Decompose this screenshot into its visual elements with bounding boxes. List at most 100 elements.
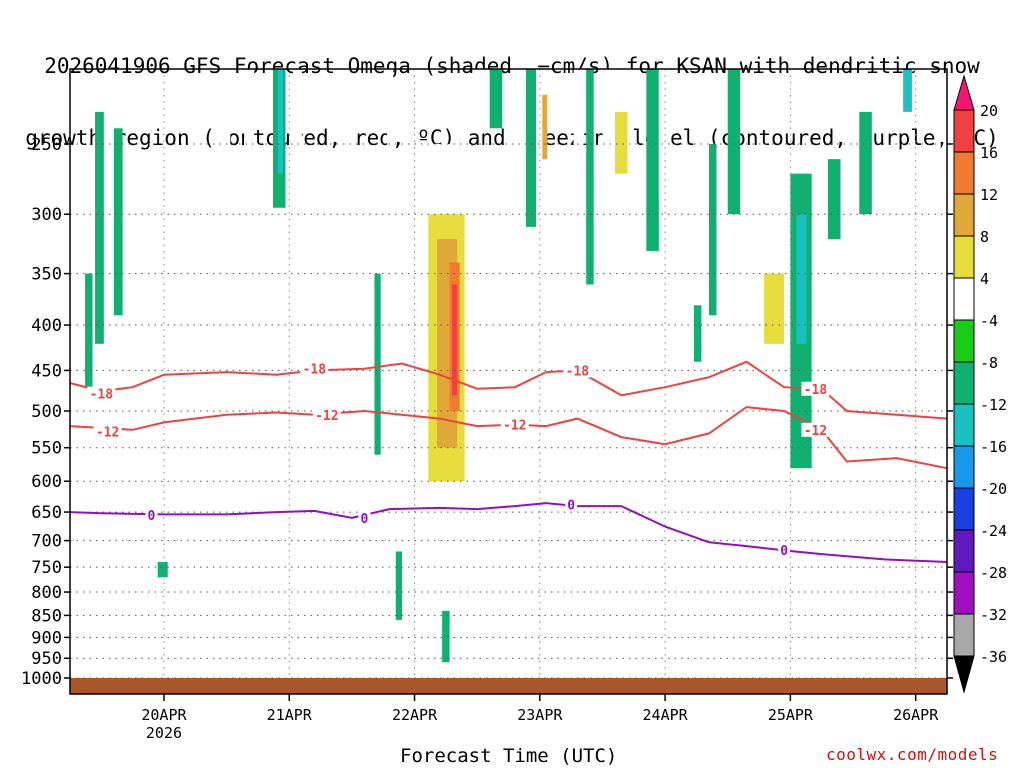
colorbar-segment-11 xyxy=(953,529,975,573)
omega-shade-13 xyxy=(442,610,450,663)
chart-title-line-1: 2026041906 GFS Forecast Omega (shaded, −… xyxy=(44,54,980,78)
colorbar-bottom-arrow xyxy=(953,655,975,694)
omega-shade-3 xyxy=(157,562,168,578)
omega-shade-46 xyxy=(884,305,897,396)
omega-shade-24 xyxy=(536,69,547,174)
omega-shade-12 xyxy=(395,551,403,620)
omega-shade-27 xyxy=(573,69,582,251)
x-tick-label-5: 25APR xyxy=(768,706,814,724)
contour-label-6: -12 xyxy=(503,419,526,434)
colorbar-segment-5 xyxy=(953,277,975,321)
omega-shade-30 xyxy=(614,111,628,174)
contour-label-bg-10 xyxy=(565,497,578,512)
colorbar-segment-6 xyxy=(953,319,975,363)
contour-line-dgz-18 xyxy=(69,360,948,420)
contour-label-bg-6 xyxy=(500,417,529,432)
omega-shade-1 xyxy=(113,128,123,316)
plot-frame xyxy=(69,68,948,695)
omega-shade-7 xyxy=(277,69,283,174)
colorbar-segment-1 xyxy=(953,109,975,153)
x-tick-year-label: 2026 xyxy=(146,724,182,742)
colorbar-label-5: -4 xyxy=(980,312,998,330)
omega-shade-36 xyxy=(736,540,742,583)
x-tick-label-1: 21APR xyxy=(267,706,313,724)
colorbar-label-13: -36 xyxy=(980,648,1007,666)
colorbar-segment-3 xyxy=(953,193,975,237)
y-tick-label-4: 450 xyxy=(31,361,62,381)
omega-shade-42 xyxy=(811,343,820,411)
contour-label-bg-7 xyxy=(801,422,830,437)
omega-shade-41 xyxy=(796,214,807,344)
y-tick-label-8: 650 xyxy=(31,503,62,523)
colorbar-label-7: -12 xyxy=(980,396,1007,414)
colorbar-label-9: -20 xyxy=(980,480,1007,498)
credit-link[interactable]: coolwx.com/models xyxy=(826,745,999,764)
colorbar-label-0: 20 xyxy=(980,102,998,120)
grid-layer xyxy=(70,69,947,694)
colorbar-segment-8 xyxy=(953,403,975,447)
y-tick-label-12: 850 xyxy=(31,606,62,626)
omega-shade-19 xyxy=(452,284,458,396)
contour-label-1: -18 xyxy=(303,363,327,378)
y-tick-label-10: 750 xyxy=(31,558,62,578)
contour-label-bg-5 xyxy=(312,407,341,422)
omega-shade-35 xyxy=(727,69,741,215)
y-tick-label-11: 800 xyxy=(31,583,62,603)
colorbar-segment-2 xyxy=(953,151,975,195)
omega-shade-20 xyxy=(474,69,490,129)
y-tick-label-9: 700 xyxy=(31,532,62,552)
omega-shade-23 xyxy=(526,69,537,227)
colorbar-label-11: -28 xyxy=(980,564,1007,582)
y-tick-label-3: 400 xyxy=(31,316,62,336)
contour-label-11: 0 xyxy=(780,544,788,559)
omega-shade-43 xyxy=(827,159,841,240)
omega-shade-11 xyxy=(386,69,394,227)
contour-layer: -18 -18 -18 -18 -12 -12 -12 -12 0 0 0 0 xyxy=(69,360,948,563)
contour-label-bg-1 xyxy=(300,361,329,376)
x-axis: 20APR 21APR 22APR 23APR 24APR 25APR 26APR 2026 xyxy=(141,694,939,742)
omega-shade-5 xyxy=(244,69,255,160)
contour-label-bg-0 xyxy=(87,386,116,401)
omega-shade-25 xyxy=(542,94,548,160)
x-tick-label-0: 20APR xyxy=(141,706,187,724)
omega-shade-10 xyxy=(374,273,381,455)
y-tick-label-2: 350 xyxy=(31,265,62,285)
y-tick-label-5: 500 xyxy=(31,402,62,422)
omega-shade-21 xyxy=(489,69,503,129)
y-tick-label-1: 300 xyxy=(31,205,62,225)
omega-shade-31 xyxy=(646,69,659,251)
colorbar-top-arrow xyxy=(953,74,975,111)
contour-label-3: -18 xyxy=(804,383,828,398)
contour-label-bg-8 xyxy=(145,508,158,523)
colorbar-segment-10 xyxy=(953,487,975,531)
colorbar-segment-13 xyxy=(953,613,975,657)
omega-shade-34 xyxy=(708,144,717,316)
y-tick-label-14: 950 xyxy=(31,649,62,669)
colorbar-label-10: -24 xyxy=(980,522,1007,540)
omega-shade-4 xyxy=(214,111,231,269)
colorbar-label-6: -8 xyxy=(980,354,998,372)
colorbar-label-2: 12 xyxy=(980,186,998,204)
x-tick-label-3: 23APR xyxy=(517,706,563,724)
omega-shade-28 xyxy=(586,69,594,285)
x-tick-label-4: 24APR xyxy=(643,706,689,724)
y-tick-label-15: 1000 xyxy=(21,669,62,689)
x-tick-label-6: 26APR xyxy=(893,706,939,724)
contour-label-9: 0 xyxy=(361,512,369,527)
colorbar-label-3: 8 xyxy=(980,228,989,246)
omega-shade-26 xyxy=(558,370,564,655)
contour-line-freezing-0 xyxy=(69,502,948,563)
contour-label-4: -12 xyxy=(96,425,119,440)
colorbar-segment-4 xyxy=(953,235,975,279)
y-axis: 2503003504004505005506006507007508008509… xyxy=(21,135,953,689)
omega-shade-0 xyxy=(95,111,104,344)
colorbar-segment-9 xyxy=(953,445,975,489)
contour-label-5: -12 xyxy=(315,409,338,424)
colorbar-label-1: 16 xyxy=(980,144,998,162)
omega-shade-2 xyxy=(85,273,93,388)
contour-label-7: -12 xyxy=(804,424,827,439)
contour-label-8: 0 xyxy=(148,509,156,524)
omega-shade-22 xyxy=(514,69,528,202)
colorbar-segment-7 xyxy=(953,361,975,405)
